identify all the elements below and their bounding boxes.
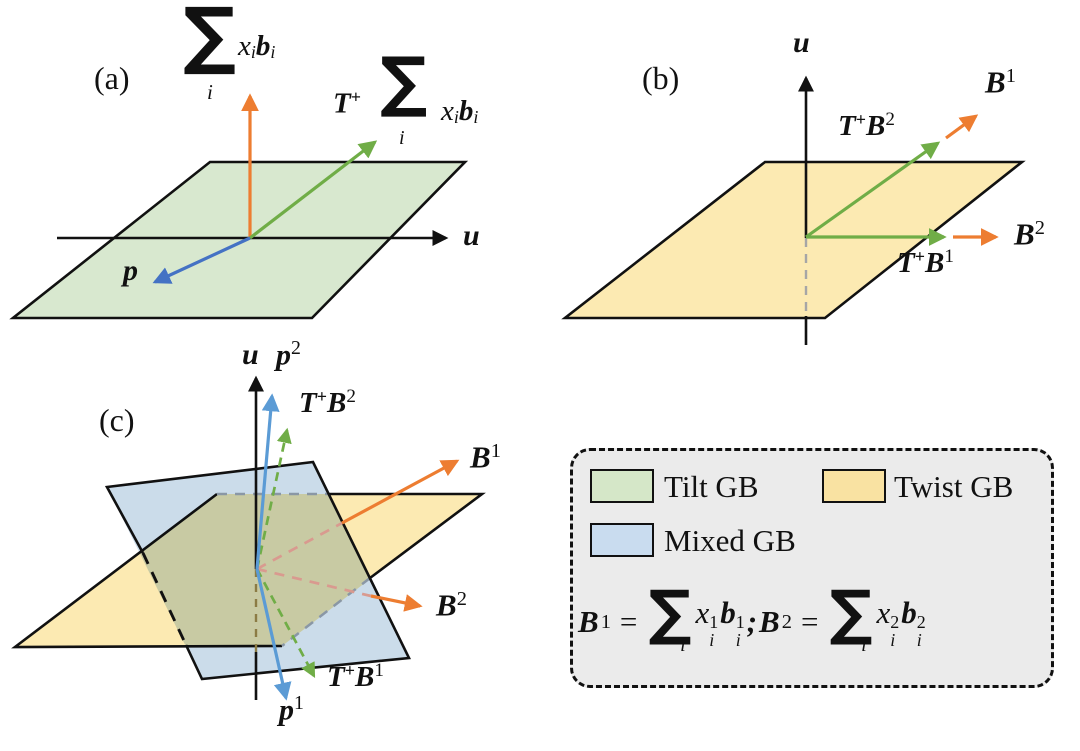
tilt-plane	[9, 160, 469, 320]
panel-c-mixed-gb	[11, 375, 486, 701]
t-plus-label: T+	[333, 87, 361, 120]
tb1-label-c: T+B1	[327, 660, 384, 693]
twist-gb-label: Twist GB	[894, 469, 1014, 504]
p2-label: p2	[276, 337, 301, 372]
sum-xibi-label: xibi	[238, 30, 276, 63]
p-vector-arrow	[152, 236, 251, 284]
p1-vector-arrow	[255, 568, 292, 701]
panel-b-twist-gb	[561, 75, 1026, 345]
p-label-a: p	[123, 254, 138, 287]
b1-label-c: B1	[470, 439, 501, 475]
twist-plane	[561, 160, 1026, 320]
tb2-vector-arrow-c	[255, 427, 292, 570]
t-sum-vector-arrow	[249, 140, 378, 240]
panel-a-tag: (a)	[94, 60, 130, 96]
b1-vector-arrow-c	[341, 459, 460, 525]
mixed-gb-swatch	[590, 523, 654, 557]
mixed-plane-visible-edges	[104, 460, 411, 681]
tb2-label-b: T+B2	[838, 109, 895, 142]
sum-sigma-index: i	[207, 80, 213, 104]
t-sum-sigma-index: i	[399, 127, 405, 149]
tb1-label-b: T+B1	[897, 246, 954, 279]
u-axis-label-a: u	[463, 219, 480, 252]
panel-c-tag: (c)	[99, 402, 135, 438]
sum-sigma: ∑	[183, 0, 237, 78]
u-axis-label-c: u	[242, 338, 259, 371]
b2-vector-arrow-c	[370, 594, 423, 612]
mixed-plane-hidden-edge	[141, 552, 188, 646]
tb2-label-c: T+B2	[299, 386, 356, 419]
b1-b2-hidden-segments	[256, 521, 372, 598]
u-axis-label-b: u	[793, 26, 810, 59]
b1-vector-arrow	[945, 114, 979, 140]
b1-label-b: B1	[985, 64, 1016, 100]
tb1-vector-arrow-c	[255, 568, 316, 679]
panel-b-tag: (b)	[642, 60, 680, 96]
formula-sigma-2: ∑ i	[829, 578, 873, 656]
t-sum-sigma: ∑	[380, 43, 428, 120]
formula-sigma-1: ∑ i	[648, 578, 692, 656]
t-sum-xibi-label: xibi	[441, 95, 479, 128]
b2-label-b: B2	[1014, 216, 1045, 252]
tilt-gb-label: Tilt GB	[664, 469, 759, 504]
tilt-gb-swatch	[590, 469, 654, 503]
twist-gb-swatch	[822, 469, 886, 503]
p2-vector-arrow	[255, 393, 280, 570]
p1-label: p1	[279, 692, 304, 727]
b2-label-c: B2	[436, 587, 467, 623]
mixed-gb-label: Mixed GB	[664, 523, 796, 558]
panel-a-tilt-gb	[9, 93, 469, 320]
tb2-vector-arrow	[805, 141, 941, 239]
